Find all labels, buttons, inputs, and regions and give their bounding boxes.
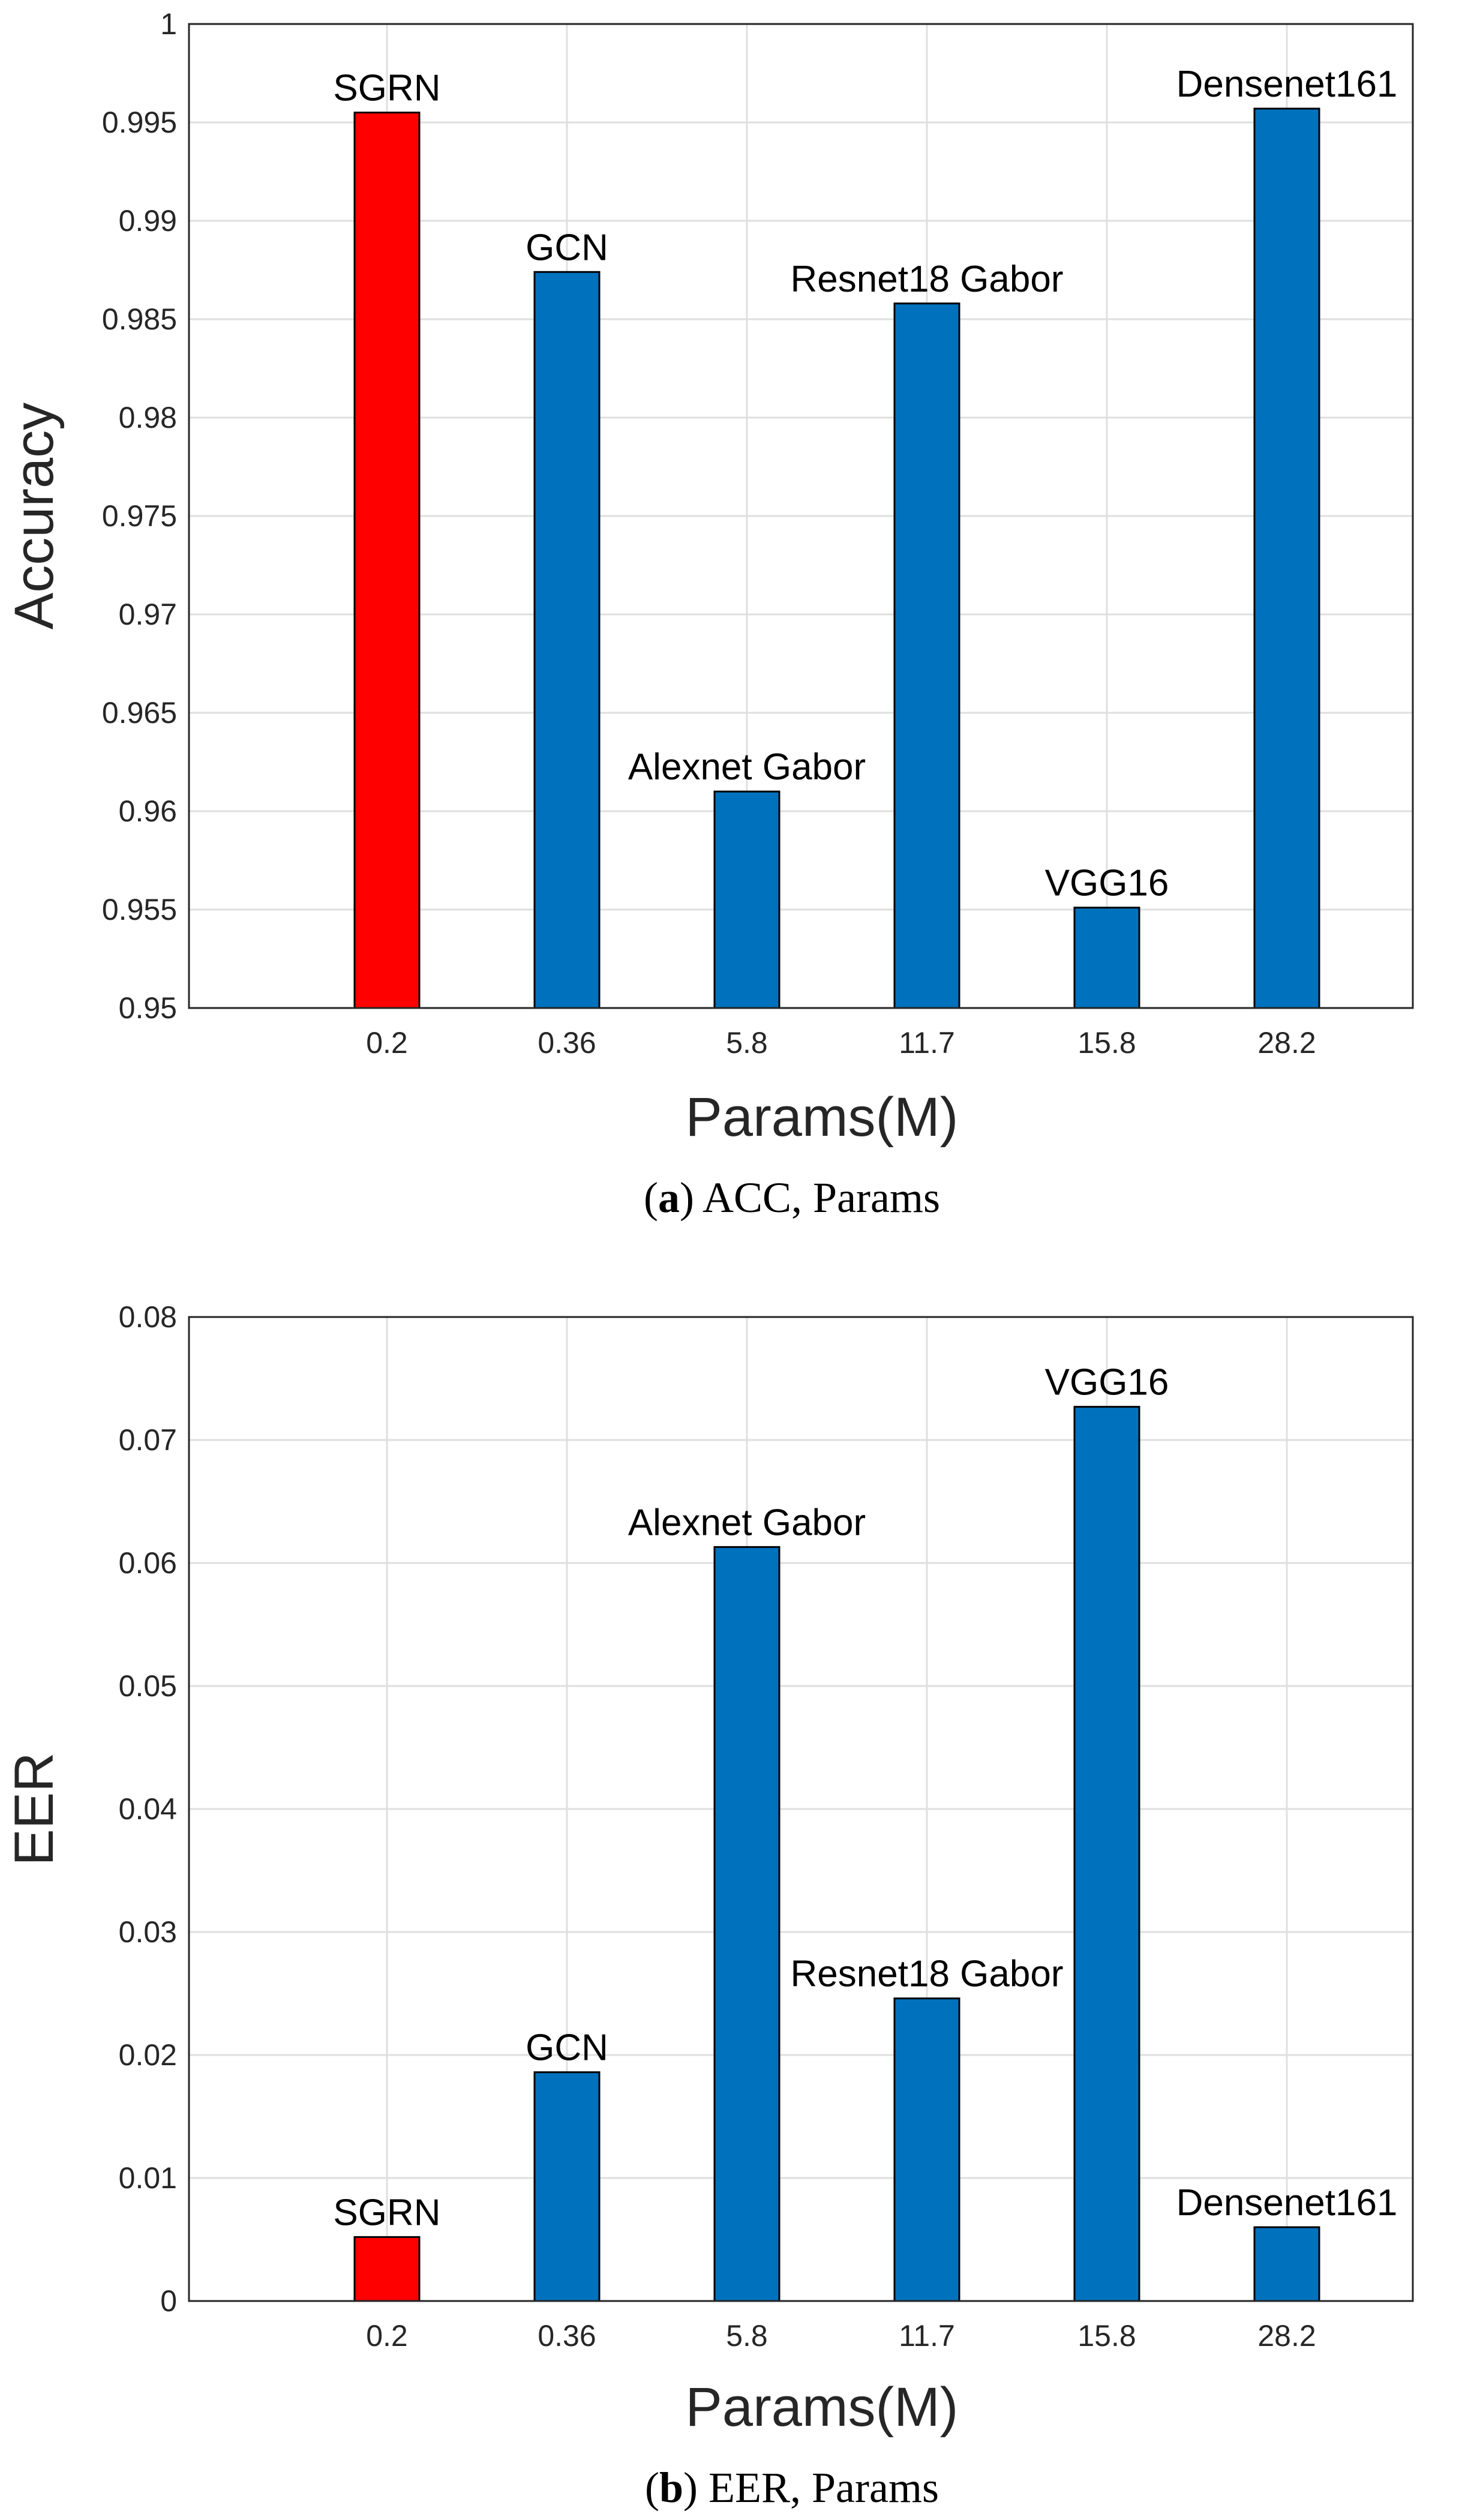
x-tick-label: 28.2 <box>1257 2319 1316 2353</box>
x-tick-label: 0.2 <box>366 2319 408 2353</box>
x-tick-labels: 0.2 0.36 5.8 11.7 15.8 28.2 <box>366 2319 1316 2353</box>
caption-text: ACC, Params <box>703 1174 940 1222</box>
y-tick-label: 0.07 <box>119 1423 177 1457</box>
plot-frame <box>188 1316 1414 2302</box>
bar-labels: SGRN GCN Alexnet Gabor Resnet18 Gabor VGG16 D… <box>333 1362 1397 2234</box>
bar-resnet18-gabor <box>893 302 960 1009</box>
y-tick-label: 0.01 <box>119 2161 177 2195</box>
y-tick-label: 0.06 <box>119 1546 177 1580</box>
x-tick-labels: 0.2 0.36 5.8 11.7 15.8 28.2 <box>366 1026 1316 1060</box>
bar-alexnet-gabor <box>713 790 780 1009</box>
x-tick-label: 0.36 <box>538 2319 596 2353</box>
bar-data-label: Resnet18 Gabor <box>791 1954 1064 1995</box>
y-tick-label: 0.08 <box>119 1300 177 1334</box>
x-axis-label: Params(M) <box>686 2377 959 2438</box>
y-tick-label: 0.995 <box>102 106 177 139</box>
y-tick-label: 0.95 <box>119 991 177 1025</box>
y-tick-label: 0 <box>160 2284 177 2318</box>
bar-data-label: VGG16 <box>1045 1362 1169 1403</box>
y-tick-label: 0.975 <box>102 499 177 533</box>
bars <box>353 107 1320 1009</box>
x-tick-label: 11.7 <box>899 2319 955 2353</box>
x-tick-label: 11.7 <box>899 1026 955 1060</box>
caption-text: EER, Params <box>709 2464 939 2512</box>
y-axis-label: Accuracy <box>4 403 65 629</box>
y-tick-label: 1 <box>160 7 177 41</box>
x-tick-label: 15.8 <box>1077 1026 1136 1060</box>
x-tick-label: 28.2 <box>1257 1026 1316 1060</box>
y-tick-label: 0.03 <box>119 1915 177 1949</box>
y-tick-label: 0.98 <box>119 401 177 434</box>
bars <box>353 1406 1320 2302</box>
y-tick-labels: 0 0.01 0.02 0.03 0.04 0.05 0.06 0.07 0.08 <box>119 1300 177 2318</box>
y-tick-label: 0.99 <box>119 204 177 238</box>
y-tick-label: 0.955 <box>102 893 177 926</box>
bar-data-label: Densenet161 <box>1176 64 1398 105</box>
bar-vgg16 <box>1073 1406 1140 2302</box>
y-tick-label: 0.02 <box>119 2038 177 2072</box>
bar-labels: SGRN GCN Alexnet Gabor Resnet18 Gabor VGG16 D… <box>333 64 1397 904</box>
y-tick-label: 0.97 <box>119 598 177 631</box>
y-axis-label: EER <box>4 1752 65 1865</box>
bar-data-label: GCN <box>526 2027 608 2069</box>
bar-vgg16 <box>1073 907 1140 1009</box>
x-tick-label: 15.8 <box>1077 2319 1136 2353</box>
bar-data-label: VGG16 <box>1045 863 1169 904</box>
bar-data-label: Resnet18 Gabor <box>791 259 1064 300</box>
bar-sgrn <box>353 112 421 1009</box>
caption-a: (a) ACC, Params <box>644 1174 940 1222</box>
x-tick-label: 5.8 <box>726 1026 768 1060</box>
bar-gcn <box>533 2071 601 2302</box>
bar-data-label: SGRN <box>333 68 440 109</box>
y-tick-label: 0.965 <box>102 696 177 730</box>
bar-data-label: GCN <box>526 227 608 268</box>
caption-letter: a <box>658 1174 680 1222</box>
caption-letter: b <box>659 2464 683 2512</box>
x-axis-label: Params(M) <box>686 1087 959 1148</box>
panel-a-accuracy-chart: 0.95 0.955 0.96 0.965 0.97 0.975 0.98 0.985 0.99… <box>4 7 1414 1222</box>
bar-data-label: Densenet161 <box>1176 2182 1398 2224</box>
y-tick-label: 0.04 <box>119 1792 177 1826</box>
bar-densenet161 <box>1253 107 1320 1009</box>
panel-b-eer-chart: 0 0.01 0.02 0.03 0.04 0.05 0.06 0.07 0.08 0.2 0.3… <box>4 1300 1414 2512</box>
plot-frame <box>188 23 1414 1009</box>
y-tick-label: 0.96 <box>119 794 177 828</box>
caption-b: (b) EER, Params <box>645 2464 939 2512</box>
y-tick-label: 0.985 <box>102 302 177 336</box>
bar-data-label: Alexnet Gabor <box>628 746 866 788</box>
y-tick-labels: 0.95 0.955 0.96 0.965 0.97 0.975 0.98 0.985 0.99… <box>102 7 177 1025</box>
x-tick-label: 0.36 <box>538 1026 596 1060</box>
bar-data-label: SGRN <box>333 2192 440 2233</box>
bar-sgrn <box>353 2236 421 2302</box>
x-tick-label: 5.8 <box>726 2319 768 2353</box>
x-tick-label: 0.2 <box>366 1026 408 1060</box>
bar-gcn <box>533 271 601 1009</box>
bar-resnet18-gabor <box>893 1997 960 2302</box>
bar-data-label: Alexnet Gabor <box>628 1502 866 1543</box>
bar-alexnet-gabor <box>713 1546 780 2302</box>
y-tick-label: 0.05 <box>119 1669 177 1703</box>
bar-densenet161 <box>1253 2226 1320 2302</box>
